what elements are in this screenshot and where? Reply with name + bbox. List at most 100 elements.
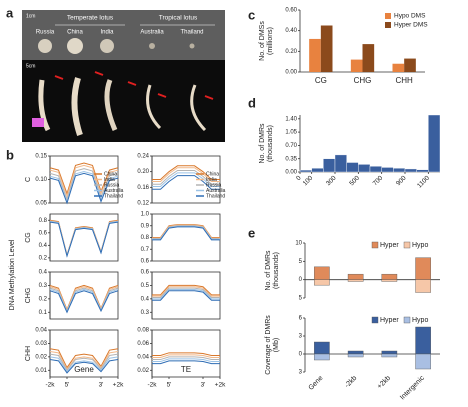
histogram-bar <box>299 169 312 173</box>
y-axis-label: (millions) <box>267 27 274 55</box>
legend-label: Hypo <box>412 242 428 249</box>
column-label: Gene <box>74 365 94 374</box>
panel-label: c <box>248 7 255 22</box>
y-tick-label: 0.2 <box>39 255 48 261</box>
legend-swatch <box>403 241 411 249</box>
bar <box>392 63 405 72</box>
bar <box>381 279 398 282</box>
x-tick-label: 5' <box>65 382 70 389</box>
y-axis-label: DNA Methylation Level <box>9 239 16 310</box>
y-tick-label: 0.01 <box>35 368 47 374</box>
x-tick-label: -2kb <box>344 375 359 390</box>
bar <box>415 326 431 355</box>
methylation-line <box>49 348 119 369</box>
methylation-line <box>152 352 220 357</box>
y-tick-label: 0.35 <box>285 156 297 162</box>
y-tick-label: 0 <box>299 277 303 283</box>
legend-label: Australia <box>206 188 226 194</box>
y-tick-label: 0.16 <box>137 185 149 191</box>
bar <box>314 266 330 280</box>
y-tick-label: 0.02 <box>35 354 47 360</box>
bar <box>362 44 375 72</box>
methylation-line <box>49 162 119 196</box>
methylation-line <box>152 287 220 299</box>
x-tick-label: -2k <box>45 382 55 389</box>
y-tick-label: 0.6 <box>141 259 150 265</box>
scale-label: 1cm <box>26 13 35 19</box>
methylation-line <box>152 172 220 188</box>
y-axis-label: No. of DMSs <box>259 21 266 61</box>
x-tick-label: +2k <box>113 382 124 389</box>
x-tick-label: +2kb <box>376 375 392 391</box>
seedling <box>190 84 207 132</box>
y-tick-label: 0.40 <box>285 28 297 34</box>
y-tick-label: 0.08 <box>137 328 149 334</box>
y-axis-label: No. of DMRs <box>259 123 266 164</box>
methylation-line <box>152 284 220 296</box>
histogram-bar <box>369 166 382 173</box>
x-tick-label: 300 <box>325 174 338 187</box>
histogram-bar <box>358 164 371 173</box>
bar <box>415 279 431 293</box>
y-tick-label: 0.2 <box>39 296 48 302</box>
legend-swatch <box>371 241 379 249</box>
variety-label: Australia <box>140 30 164 36</box>
legend-label: India <box>104 177 115 183</box>
x-tick-label: 3' <box>201 382 206 389</box>
y-tick-label: 1.40 <box>285 116 297 122</box>
y-tick-label: 3 <box>299 334 303 340</box>
legend-label: Hypo <box>412 317 428 324</box>
variety-label: Russia <box>36 30 55 36</box>
legend-label: China <box>104 171 117 177</box>
x-tick-label: 500 <box>348 174 361 187</box>
legend-swatch <box>385 13 391 19</box>
y-tick-label: 0.06 <box>137 341 149 347</box>
methylation-line <box>152 290 220 301</box>
methylation-line <box>152 169 220 185</box>
histogram-bar <box>323 158 336 173</box>
y-tick-label: 0.8 <box>39 218 48 224</box>
x-tick-label: Intergenic <box>399 374 426 401</box>
seed <box>67 38 83 54</box>
seedling <box>146 84 162 130</box>
bar <box>314 341 330 355</box>
y-tick-label: 0.6 <box>141 270 150 276</box>
legend-swatch <box>385 22 391 28</box>
legend-label: India <box>206 177 217 183</box>
y-tick-label: 3 <box>299 370 303 376</box>
y-axis-label: (thousands) <box>273 252 280 289</box>
legend-label: Hyper DMS <box>394 22 428 29</box>
methylation-line <box>152 360 220 365</box>
y-tick-label: 5 <box>299 259 303 265</box>
row-label: CG <box>25 232 32 243</box>
y-tick-label: 0.20 <box>137 169 149 175</box>
variety-label: China <box>67 30 83 36</box>
legend-swatch <box>403 316 411 324</box>
y-axis-label: No. of DMRs <box>265 250 272 291</box>
legend-label: Hyper <box>380 317 399 324</box>
y-tick-label: 0.15 <box>35 154 47 160</box>
bar <box>309 38 321 72</box>
x-tick-label: CG <box>315 76 327 85</box>
x-tick-label: Gene <box>308 375 325 392</box>
methylation-line <box>49 221 119 258</box>
legend-label: Australia <box>104 188 124 194</box>
y-tick-label: 10 <box>295 241 302 247</box>
y-tick-label: 0.24 <box>137 154 149 160</box>
panel-label: b <box>6 147 14 162</box>
y-tick-label: 5 <box>299 296 303 302</box>
bar <box>320 25 333 72</box>
histogram-bar <box>428 114 441 173</box>
y-tick-label: 0.4 <box>39 270 48 276</box>
methylation-line <box>152 226 220 241</box>
x-tick-label: 1100 <box>416 174 431 189</box>
bar <box>314 279 330 286</box>
bar <box>347 279 364 282</box>
y-tick-label: 0.5 <box>141 283 150 289</box>
methylation-line <box>152 358 220 363</box>
bar <box>381 350 398 355</box>
methylation-line <box>49 353 119 372</box>
methylation-line <box>49 350 119 370</box>
y-tick-label: 0.12 <box>137 201 149 207</box>
